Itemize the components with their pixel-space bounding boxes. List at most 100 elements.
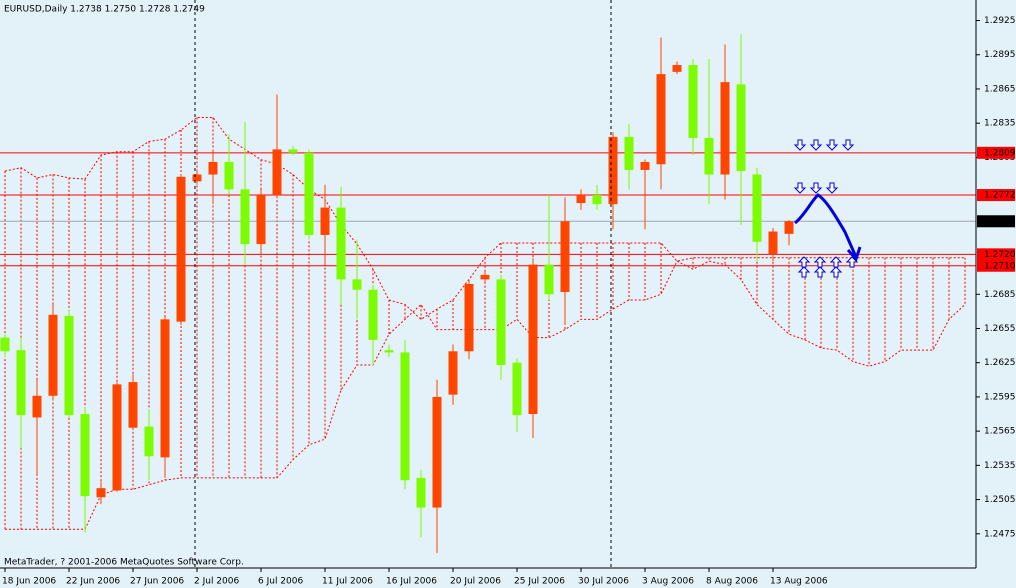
candle-body [80,414,90,497]
drawn-curve [794,193,858,258]
price-label-box [977,215,1015,228]
y-tick-label: 1.2505 [984,495,1016,505]
y-tick-label: 1.2475 [984,529,1016,539]
y-tick-label: 1.2835 [984,119,1016,129]
candle-body [272,149,282,196]
candle-body [672,65,682,72]
arrow-marker [845,256,859,268]
candle-body [128,382,138,428]
candle-body [688,65,698,139]
candle-body [704,138,714,175]
chart-header: EURUSD,Daily 1.2738 1.2750 1.2728 1.2749 [4,5,205,15]
copyright: MetaTrader, ? 2001-2006 MetaQuotes Softw… [4,558,244,568]
price-label-box [977,259,1015,272]
price-label-box [977,146,1015,159]
candle-body [144,426,154,457]
candle-body [384,350,394,353]
candle-body [752,174,762,242]
candle-body [560,221,570,292]
candle-body [352,279,362,290]
candle-body [176,176,186,322]
arrow-marker [797,256,811,268]
arrow-marker [797,266,811,278]
price-label-box [977,189,1015,202]
x-tick-label: 2 Jul 2006 [194,577,239,587]
candle-body [64,315,74,416]
candle-body [496,279,506,365]
y-tick-label: 1.2565 [984,427,1016,437]
y-tick-label: 1.2865 [984,84,1016,94]
cloud-span [4,116,965,320]
arrow-marker [813,266,827,278]
arrow-marker [829,256,843,268]
candle-body [304,152,314,235]
x-tick-label: 16 Jul 2006 [386,577,437,587]
arrow-marker [809,182,823,194]
candle-body [48,314,58,396]
arrow-marker [825,182,839,194]
y-tick-label: 1.2895 [984,50,1016,60]
x-tick-label: 18 Jun 2006 [2,577,56,587]
candle-body [16,350,26,416]
candle-body [768,231,778,255]
x-tick-label: 8 Aug 2006 [706,577,758,587]
price-label: 1.2772 [984,191,1016,201]
x-tick-label: 30 Jul 2006 [578,577,629,587]
candle-body [224,161,234,190]
y-tick-label: 1.2655 [984,324,1016,334]
candle-body [576,195,586,204]
arrow-marker [813,256,827,268]
candle-body [448,351,458,395]
x-tick-label: 11 Jul 2006 [322,577,373,587]
x-tick-label: 3 Aug 2006 [642,577,694,587]
candle-body [784,221,794,234]
candle-body [400,352,410,481]
candle-body [208,161,218,175]
arrow-marker [829,266,843,278]
candle-body [192,174,202,182]
x-tick-label: 25 Jul 2006 [514,577,565,587]
plot-area [0,34,976,554]
candle-body [432,396,442,508]
candle-body [0,337,10,352]
candle-body [656,74,666,165]
price-label: 1.2809 [984,148,1016,158]
candle-body [32,395,42,418]
cloud-span [5,260,966,530]
y-tick-label: 1.2925 [984,16,1016,26]
y-tick-label: 1.2685 [984,290,1016,300]
price-label: 1.2720 [984,250,1016,260]
candle-body [320,207,330,235]
arrow-marker [825,139,839,151]
arrow-marker [841,139,855,151]
candle-body [464,284,474,352]
arrow-marker [793,182,807,194]
x-tick-label: 20 Jul 2006 [450,577,501,587]
price-label: 1.2710 [984,261,1016,271]
candle-body [544,264,554,295]
arrow-marker [793,139,807,151]
candle-body [736,84,746,172]
candle-body [96,488,106,498]
x-tick-label: 13 Aug 2006 [770,577,828,587]
candle-body [592,195,602,205]
candle-body [512,362,522,416]
candle-body [480,274,490,280]
candle-body [112,384,122,491]
candle-body [720,82,730,175]
candle-body [240,189,250,245]
candle-body [256,195,266,245]
candle-body [640,161,650,170]
candle-body [608,136,618,205]
price-label-box [977,248,1015,261]
y-tick-label: 1.2595 [984,392,1016,402]
candle-body [160,319,170,458]
candle-body [336,207,346,280]
price-label: 1.2749 [984,217,1016,227]
y-tick-label: 1.2625 [984,358,1016,368]
x-tick-label: 6 Jul 2006 [258,577,303,587]
arrow-marker [809,139,823,151]
x-tick-label: 22 Jun 2006 [66,577,120,587]
candle-body [528,264,538,415]
